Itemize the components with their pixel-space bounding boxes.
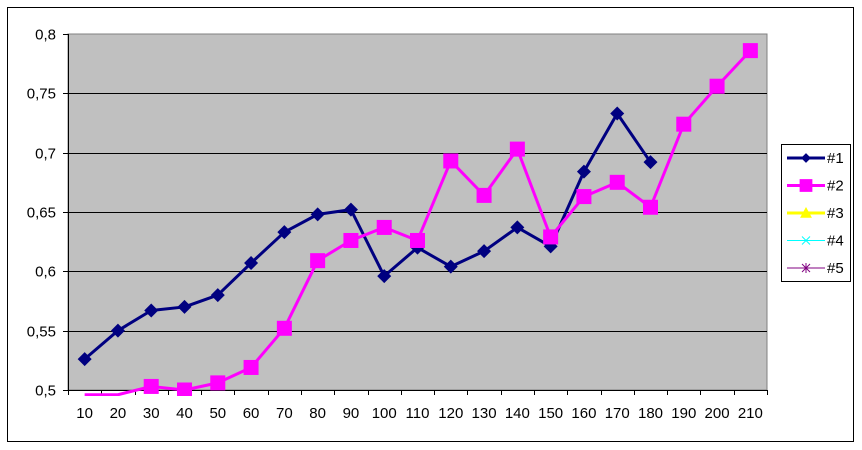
square-marker xyxy=(376,219,392,235)
square-marker xyxy=(276,320,292,336)
legend-item-3: #3 xyxy=(787,205,844,222)
square-marker xyxy=(742,43,758,59)
x-tick-label: 60 xyxy=(243,405,260,422)
legend-item-2: #2 xyxy=(787,178,844,195)
x-axis: 10 20 30 40 50 60 70 80 90 100 110 120 130 140 150 160 1… xyxy=(68,390,768,422)
diamond-marker xyxy=(343,202,358,217)
diamond-marker xyxy=(110,323,125,338)
x-tick-label: 160 xyxy=(571,405,596,422)
square-marker xyxy=(343,232,359,248)
y-tick-label: 0,6 xyxy=(35,264,56,281)
legend-label: #2 xyxy=(827,178,844,195)
x-tick-label: 130 xyxy=(472,405,497,422)
diamond-marker xyxy=(210,288,225,303)
square-marker xyxy=(799,179,813,192)
x-marker xyxy=(801,236,811,245)
square-marker xyxy=(143,378,159,394)
square-marker xyxy=(576,189,592,205)
series-2 xyxy=(84,43,758,396)
legend-item-1: #1 xyxy=(787,150,844,167)
x-tick-label: 20 xyxy=(110,405,127,422)
diamond-marker xyxy=(177,299,192,314)
star-marker xyxy=(801,263,811,273)
square-marker xyxy=(609,174,625,190)
y-tick-label: 0,5 xyxy=(35,383,56,400)
x-tick-label: 170 xyxy=(605,405,630,422)
diamond-marker xyxy=(801,153,811,163)
legend-label: #5 xyxy=(827,260,844,277)
y-tick-label: 0,65 xyxy=(27,205,56,222)
square-marker xyxy=(709,78,725,94)
diamond-marker xyxy=(77,352,92,367)
x-tick-label: 200 xyxy=(705,405,730,422)
square-marker xyxy=(476,187,492,203)
x-tick-label: 110 xyxy=(406,405,430,422)
x-tick-label: 180 xyxy=(638,405,663,422)
diamond-marker xyxy=(510,220,525,235)
square-marker xyxy=(210,375,226,391)
x-tick-label: 120 xyxy=(438,405,463,422)
triangle-marker xyxy=(800,207,812,218)
y-tick-label: 0,7 xyxy=(35,146,56,163)
x-tick-label: 190 xyxy=(671,405,696,422)
y-axis: 0,5 0,55 0,6 0,65 0,7 0,75 0,8 xyxy=(27,27,69,400)
legend-label: #1 xyxy=(827,150,844,167)
x-tick-label: 150 xyxy=(538,405,563,422)
y-tick-label: 0,75 xyxy=(27,86,56,103)
square-marker xyxy=(543,229,559,245)
square-marker xyxy=(643,199,658,215)
diamond-marker xyxy=(610,106,625,121)
x-tick-label: 90 xyxy=(343,405,360,422)
x-tick-label: 100 xyxy=(372,405,397,422)
square-marker xyxy=(676,116,692,132)
diamond-marker xyxy=(277,225,292,240)
square-marker xyxy=(443,153,459,169)
legend-label: #4 xyxy=(827,233,844,250)
legend-label: #3 xyxy=(827,205,844,222)
diamond-marker xyxy=(310,207,325,222)
square-marker xyxy=(243,359,259,375)
y-tick-label: 0,8 xyxy=(35,27,56,44)
square-marker xyxy=(410,232,425,248)
diamond-marker xyxy=(144,303,159,318)
x-tick-label: 140 xyxy=(505,405,530,422)
diamond-marker xyxy=(477,244,492,259)
diamond-marker xyxy=(576,164,591,179)
legend: #1 #2 #3 #4 #5 xyxy=(781,144,851,282)
x-tick-label: 70 xyxy=(276,405,293,422)
gridlines xyxy=(68,93,767,332)
x-tick-label: 10 xyxy=(76,405,93,422)
square-marker xyxy=(177,382,192,396)
x-tick-label: 80 xyxy=(309,405,326,422)
diamond-marker xyxy=(643,155,658,170)
diamond-marker xyxy=(443,259,458,274)
legend-item-4: #4 xyxy=(787,233,844,250)
series-layer xyxy=(77,43,758,396)
legend-item-5: #5 xyxy=(787,260,844,277)
x-tick-label: 50 xyxy=(209,405,226,422)
x-tick-label: 30 xyxy=(143,405,160,422)
diamond-marker xyxy=(244,256,259,271)
x-tick-label: 210 xyxy=(738,405,763,422)
diamond-marker xyxy=(377,269,392,284)
square-marker xyxy=(509,141,525,157)
square-marker xyxy=(310,253,326,269)
y-tick-label: 0,55 xyxy=(27,324,56,341)
x-tick-label: 40 xyxy=(176,405,193,422)
